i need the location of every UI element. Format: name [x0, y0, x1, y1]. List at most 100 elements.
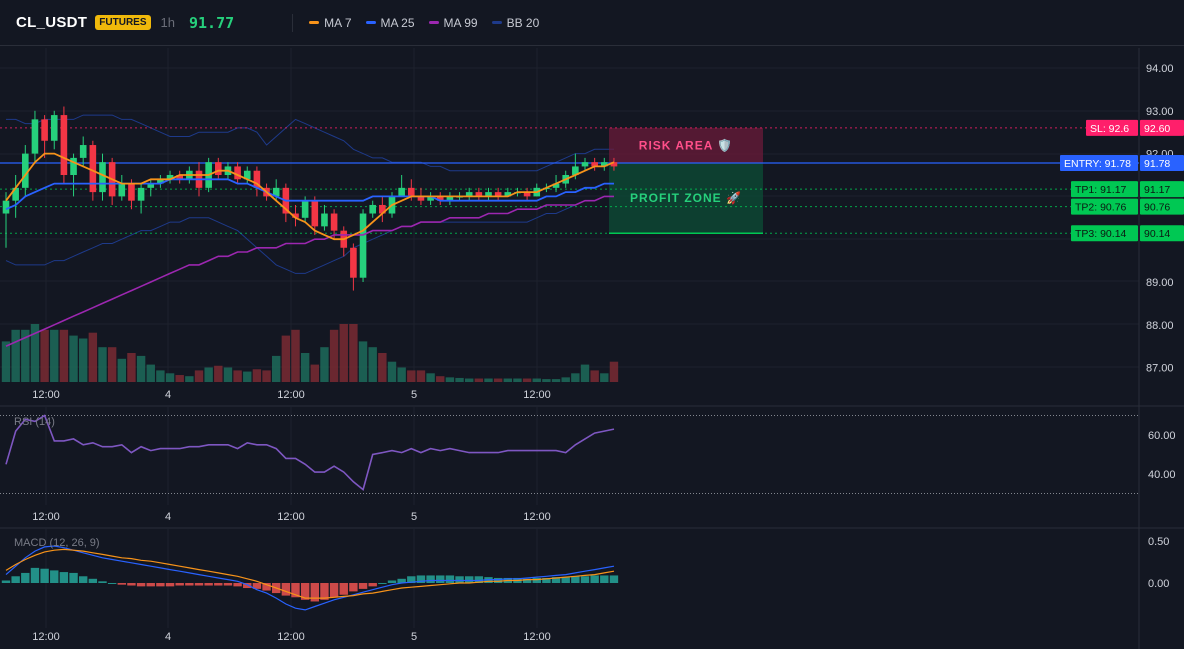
macd-histogram-bar [474, 576, 484, 583]
time-tick-label: 12:00 [523, 389, 551, 401]
entry-tag-bg [1060, 155, 1138, 172]
macd-histogram-bar [445, 575, 455, 583]
candle-body [292, 213, 299, 218]
moving-averages [5, 152, 615, 347]
legend-label: MA 99 [443, 15, 478, 30]
volume-bar [272, 355, 281, 382]
volume-bar [551, 379, 561, 382]
volume-bar [397, 367, 406, 382]
candle-body [465, 192, 473, 197]
rsi-title: RSI (14) [14, 416, 55, 428]
candle-body [350, 247, 357, 278]
macd-histogram-bar [590, 575, 599, 583]
rsi-tick-label: 60.00 [1148, 430, 1176, 442]
macd-histogram-bar [175, 583, 184, 586]
macd-histogram-bar [98, 581, 107, 583]
volume-bar [387, 361, 397, 382]
volume-bar [69, 335, 78, 382]
legend-ma25[interactable]: MA 25 [365, 16, 415, 30]
legend-swatch [309, 21, 320, 24]
macd-histogram-bar [117, 583, 126, 585]
macd-histogram-bar [493, 577, 503, 583]
legend-label: MA 7 [324, 15, 352, 30]
candle-body [572, 166, 579, 175]
candle-body [50, 115, 58, 141]
volume-bar [88, 332, 98, 382]
candle-body [408, 187, 415, 197]
rsi-pane: RSI (14) [0, 414, 1139, 494]
legend-ma7[interactable]: MA 7 [309, 15, 352, 30]
volume-bar [426, 373, 435, 382]
header-divider [292, 13, 294, 32]
sl-axis-label-bg [1140, 119, 1184, 136]
volume-bar [107, 347, 117, 382]
candle-body [601, 162, 608, 167]
risk-area-label: RISK AREA 🛡️ [639, 138, 733, 152]
volume-bar [416, 370, 426, 382]
futures-badge: FUTURES [95, 15, 151, 30]
candle-body [22, 153, 29, 188]
tp-axis-label-bg [1140, 225, 1184, 242]
time-tick-label: 12:00 [32, 389, 60, 401]
volume-bar [136, 355, 146, 382]
macd-histogram-bar [416, 575, 426, 583]
candle-body [41, 119, 48, 141]
candle-body [427, 196, 434, 201]
candle-body [157, 179, 164, 184]
macd-tick-label: 0.50 [1148, 536, 1169, 548]
volume-bar [310, 364, 319, 382]
macd-histogram-bar [88, 578, 98, 583]
time-tick-label: 5 [411, 511, 417, 523]
legend-bb20[interactable]: BB 20 [491, 16, 539, 30]
volume-bar [561, 377, 570, 382]
candle-body [301, 200, 309, 218]
tp-axis-label-bg [1140, 181, 1184, 198]
volume-bar [185, 376, 194, 382]
candle-body [12, 187, 19, 201]
macd-histogram-bar [339, 583, 348, 595]
macd-histogram-bar [426, 575, 435, 583]
time-tick-label: 4 [165, 511, 171, 523]
tp-tag-bg [1071, 181, 1138, 198]
volume-bar [50, 329, 59, 382]
candle-body [311, 200, 319, 227]
candle-body [99, 162, 106, 193]
legend-ma99[interactable]: MA 99 [428, 15, 478, 30]
time-tick-label: 12:00 [32, 631, 60, 643]
macd-histogram-bar [387, 580, 397, 583]
macd-histogram-bar [329, 583, 339, 598]
level-lines [0, 127, 1139, 234]
macd-histogram-bar [233, 583, 242, 587]
symbol-name[interactable]: CL_USDT [16, 14, 88, 31]
macd-tick-label: 0.00 [1148, 578, 1169, 590]
macd-histogram-bar [580, 576, 590, 583]
risk-area-zone [609, 127, 763, 164]
candle-body [253, 170, 261, 188]
rsi-line [5, 414, 615, 491]
candle-body [485, 192, 492, 197]
price-tick-label: 94.00 [1146, 63, 1174, 75]
candle-body [31, 119, 39, 154]
macd-histogram-bar [455, 576, 464, 583]
macd-histogram-bar [532, 577, 541, 583]
macd-histogram-bar [214, 583, 223, 586]
volume-bar [532, 378, 541, 382]
macd-histogram-bar [252, 583, 262, 589]
candle-body [215, 162, 222, 175]
volume-bar [600, 373, 609, 382]
volume-bar [127, 353, 136, 382]
volume-bar [445, 377, 455, 382]
signal-line [5, 548, 615, 599]
volume-bar [329, 329, 339, 382]
volume-bar [21, 329, 30, 382]
macd-histogram-bar [465, 576, 474, 583]
macd-histogram-bar [281, 583, 291, 596]
tp-tag-bg [1071, 225, 1138, 242]
macd-histogram-bar [30, 567, 40, 583]
candle-body [118, 183, 126, 197]
volume-bar [513, 378, 522, 382]
candle-body [60, 115, 68, 175]
entry-tag: ENTRY: 91.78 [1064, 158, 1131, 170]
timeframe-label[interactable]: 1h [160, 15, 175, 30]
